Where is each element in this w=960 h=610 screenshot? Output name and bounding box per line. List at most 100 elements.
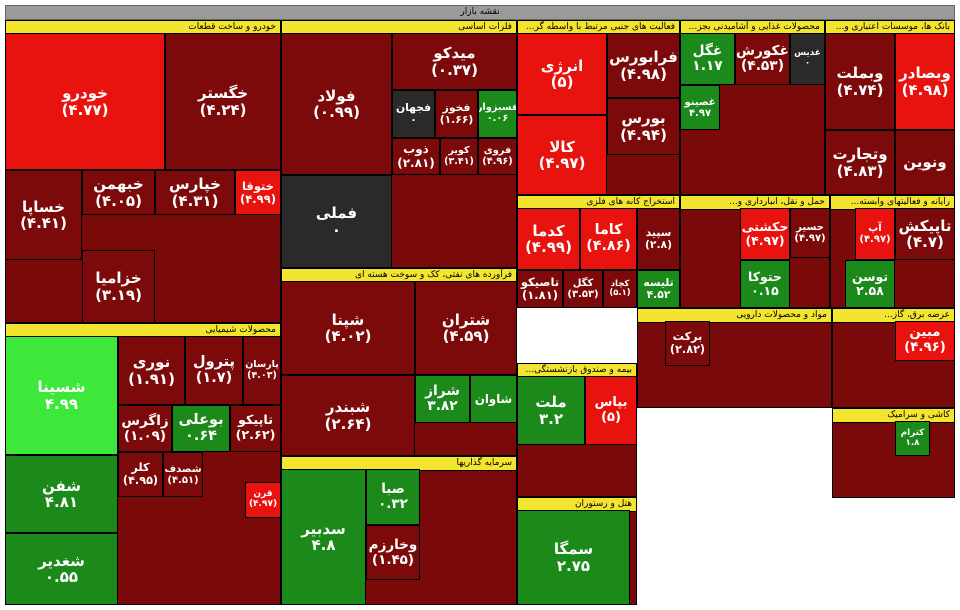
stock-tile: کلر (۴.۹۵) <box>118 452 163 497</box>
stock-symbol: پترول <box>193 353 235 370</box>
stock-tile: شاوان <box>470 375 517 423</box>
stock-symbol: وبملت <box>836 64 884 82</box>
stock-symbol: خساپا <box>22 197 65 216</box>
map-title: نقشه بازار <box>5 5 955 20</box>
stock-tile: فخوز (۱.۶۶) <box>435 90 478 138</box>
stock-change: (۰.۳۷) <box>431 60 478 79</box>
stock-symbol: کالا <box>549 137 575 156</box>
stock-tile: آپ (۴.۹۷) <box>855 208 895 260</box>
stock-change: ۰ <box>331 220 342 239</box>
stock-symbol: خبهمن <box>93 175 144 193</box>
stock-change: (۲.۶۲) <box>235 427 276 443</box>
stock-tile: فجهان ۰ <box>392 90 435 138</box>
stock-symbol: وتجارت <box>832 145 888 163</box>
stock-tile: سمگا ۲.۷۵ <box>517 510 630 605</box>
stock-symbol: بپاس <box>594 395 628 411</box>
stock-change: (۴.۸۶) <box>586 238 631 254</box>
stock-change: (۴.۰۳) <box>247 369 277 381</box>
stock-change: (۳.۱۹) <box>95 285 142 304</box>
stock-tile: انرژی (۵) <box>517 33 607 115</box>
stock-tile: پترول (۱.۷) <box>185 336 243 405</box>
stock-change: (۴.۹۷) <box>859 234 891 245</box>
stock-change: ۲.۷۵ <box>556 556 591 575</box>
stock-change: ۰.۵۵ <box>44 568 79 586</box>
stock-change: (۴.۴۱) <box>20 214 67 232</box>
stock-symbol: فولاد <box>317 86 356 105</box>
stock-symbol: تلیسه <box>643 276 674 290</box>
stock-change: (۴.۹۹) <box>525 238 572 256</box>
stock-tile: وبملت (۴.۷۴) <box>825 33 895 130</box>
stock-change: ۴.۹۹ <box>44 394 79 413</box>
stock-symbol: پارسان <box>245 359 279 371</box>
stock-change: (۱.۰۹) <box>123 427 167 444</box>
stock-symbol: تاپیکش <box>898 216 952 235</box>
stock-tile: کترام ۱.۸ <box>895 421 930 456</box>
stock-symbol: شراز <box>425 382 460 399</box>
stock-change: (۱.۶۶) <box>439 113 474 126</box>
stock-symbol: سپید <box>645 226 672 240</box>
stock-change: ۰.۰۶ <box>486 113 509 124</box>
stock-change: (۴.۹۷) <box>248 499 278 509</box>
stock-symbol: فسبزوار <box>478 102 517 114</box>
stock-symbol: برکت <box>672 330 703 344</box>
stock-symbol: آپ <box>868 223 882 234</box>
stock-tile: فملی ۰ <box>281 175 392 268</box>
stock-change: ۴.۵۲ <box>646 288 671 301</box>
stock-tile: پارسان (۴.۰۳) <box>243 336 281 405</box>
stock-symbol: فخوز <box>442 101 471 115</box>
stock-tile: وخارزم (۱.۴۵) <box>366 525 420 580</box>
stock-tile: حکشتی (۴.۹۷) <box>740 208 790 260</box>
stock-symbol: میدکو <box>433 44 476 62</box>
stock-symbol: شبندر <box>325 398 371 416</box>
stock-symbol: توسن <box>851 269 889 285</box>
stock-symbol: بوعلی <box>178 411 224 428</box>
stock-symbol: ونوین <box>903 153 947 172</box>
stock-symbol: بورس <box>621 109 666 127</box>
stock-tile: فروی (۴.۹۶) <box>478 138 517 175</box>
stock-tile: خبهمن (۴.۰۵) <box>82 170 155 215</box>
stock-symbol: غصینو <box>684 96 716 108</box>
stock-change: (۴.۰۲) <box>324 327 372 345</box>
stock-tile: مبین (۴.۹۶) <box>895 321 955 361</box>
stock-change: ۰.۳۲ <box>378 496 408 512</box>
stock-tile: شصدف (۴.۵۱) <box>163 452 203 497</box>
stock-symbol: صبا <box>381 481 405 498</box>
stock-change: (۱.۴۵) <box>371 551 415 568</box>
stock-symbol: شفن <box>41 476 82 495</box>
stock-symbol: ملت <box>535 393 567 411</box>
stock-symbol: فروی <box>483 144 512 156</box>
stock-symbol: شغدیر <box>38 551 85 570</box>
stock-tile: سپید (۲.۸) <box>637 208 680 270</box>
stock-tile: غکورش (۴.۵۳) <box>735 33 790 85</box>
stock-symbol: غکورش <box>736 42 789 59</box>
stock-tile: کدما (۴.۹۹) <box>517 208 580 270</box>
stock-symbol: زاگرس <box>121 412 169 429</box>
stock-symbol: حکشتی <box>741 219 789 235</box>
stock-tile: خگستر (۴.۲۴) <box>165 33 281 170</box>
stock-change: ۲.۵۸ <box>856 283 884 298</box>
stock-change: (۴.۹۵) <box>122 473 159 487</box>
stock-tile: خساپا (۴.۴۱) <box>5 170 82 260</box>
stock-change: (۴.۰۵) <box>95 191 142 210</box>
stock-change: ۴.۹۷ <box>688 107 712 119</box>
stock-symbol: کچاد <box>610 278 630 289</box>
stock-tile: فولاد (۰.۹۹) <box>281 33 392 175</box>
stock-tile: شراز ۳.۸۲ <box>415 375 470 423</box>
stock-symbol: سدبیر <box>301 519 346 538</box>
stock-symbol: کویر <box>448 145 470 157</box>
stock-symbol: کدما <box>532 221 565 240</box>
stock-tile: خزامیا (۳.۱۹) <box>82 250 155 323</box>
stock-tile: خپارس (۴.۳۱) <box>155 170 235 215</box>
stock-symbol: حتوکا <box>748 269 782 285</box>
stock-tile: کویر (۳.۴۱) <box>440 138 478 175</box>
stock-change: (۴.۵۹) <box>442 327 490 345</box>
sector-title: کاشی و سرامیک <box>833 409 954 423</box>
stock-symbol: فرابورس <box>609 48 678 66</box>
stock-change: (۱.۹۱) <box>128 369 175 388</box>
stock-change: ۴.۸۱ <box>44 493 79 511</box>
stock-tile: شبندر (۲.۶۴) <box>281 375 415 456</box>
stock-change: (۳.۵۳) <box>567 289 599 300</box>
stock-symbol: خزامیا <box>95 269 142 287</box>
stock-symbol: کترام <box>900 427 925 438</box>
